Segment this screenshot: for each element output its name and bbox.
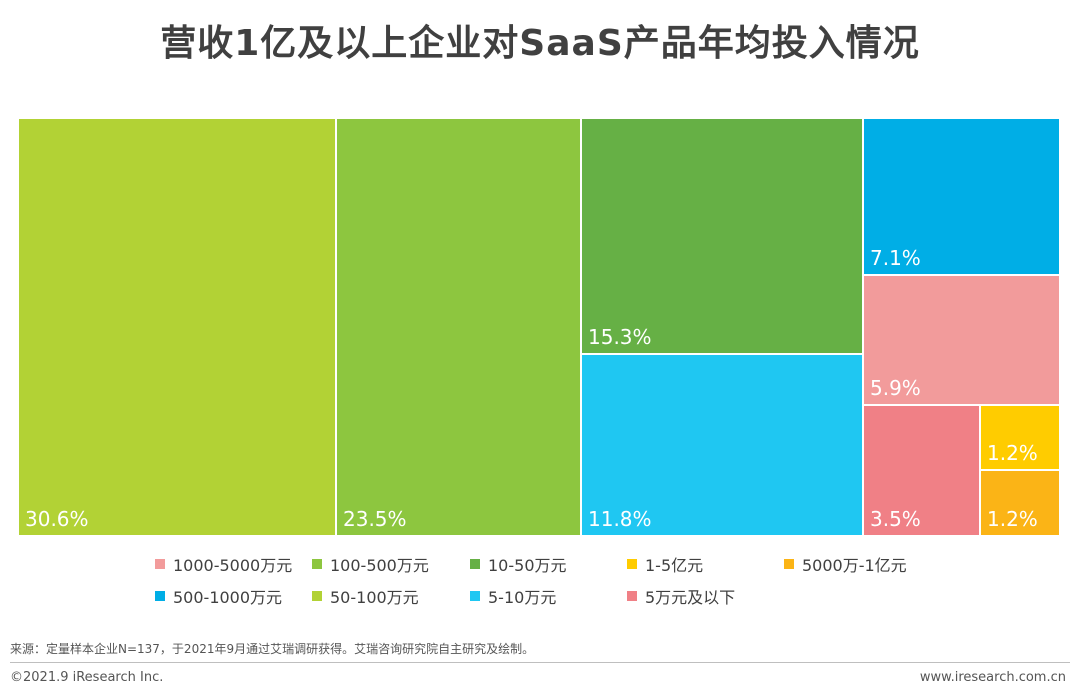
legend-item: 100-500万元: [312, 552, 429, 576]
legend-swatch: [784, 559, 794, 569]
tile-value-label: 1.2%: [987, 507, 1038, 531]
legend-item: 5000万-1亿元: [784, 552, 907, 576]
treemap-tile: 15.3%: [581, 118, 863, 354]
legend-label: 1-5亿元: [645, 556, 704, 575]
legend-swatch: [470, 591, 480, 601]
copyright-text: ©2021.9 iResearch Inc.: [10, 670, 164, 685]
tile-value-label: 5.9%: [870, 376, 921, 400]
footer-divider: [10, 662, 1070, 663]
legend-item: 5-10万元: [470, 584, 556, 608]
treemap-tile: 11.8%: [581, 354, 863, 536]
legend-item: 1-5亿元: [627, 552, 703, 576]
legend-item: 500-1000万元: [155, 584, 282, 608]
chart-title: 营收1亿及以上企业对SaaS产品年均投入情况: [160, 23, 920, 64]
tile-value-label: 23.5%: [343, 507, 407, 531]
tile-value-label: 3.5%: [870, 507, 921, 531]
treemap-tile: 23.5%: [336, 118, 581, 536]
legend-swatch: [155, 591, 165, 601]
legend-swatch: [627, 559, 637, 569]
chart-legend: 1000-5000万元 100-500万元 10-50万元 1-5亿元 5000万-1亿…: [0, 552, 1080, 612]
treemap-tile: 1.2%: [980, 405, 1060, 470]
legend-swatch: [312, 559, 322, 569]
legend-label: 10-50万元: [488, 556, 567, 575]
legend-swatch: [312, 591, 322, 601]
treemap-tile: 30.6%: [18, 118, 336, 536]
treemap-tile: 7.1%: [863, 118, 1060, 275]
legend-swatch: [627, 591, 637, 601]
legend-item: 1000-5000万元: [155, 552, 292, 576]
treemap-tile: 3.5%: [863, 405, 980, 536]
tile-value-label: 11.8%: [588, 507, 652, 531]
legend-item: 5万元及以下: [627, 584, 735, 608]
treemap-tile: 5.9%: [863, 275, 1060, 405]
legend-label: 50-100万元: [330, 588, 419, 607]
treemap-chart: 30.6% 23.5% 15.3% 11.8% 7.1% 5.9% 3.5% 1.2% 1.2%: [18, 118, 1060, 536]
legend-item: 50-100万元: [312, 584, 419, 608]
legend-label: 5万元及以下: [645, 588, 736, 607]
legend-swatch: [155, 559, 165, 569]
legend-label: 100-500万元: [330, 556, 429, 575]
legend-label: 5-10万元: [488, 588, 557, 607]
source-note: 来源：定量样本企业N=137，于2021年9月通过艾瑞调研获得。艾瑞咨询研究院自…: [10, 642, 535, 656]
tile-value-label: 7.1%: [870, 246, 921, 270]
tile-value-label: 30.6%: [25, 507, 89, 531]
tile-value-label: 1.2%: [987, 441, 1038, 465]
legend-swatch: [470, 559, 480, 569]
treemap-tile: 1.2%: [980, 470, 1060, 536]
tile-value-label: 15.3%: [588, 325, 652, 349]
legend-label: 500-1000万元: [173, 588, 283, 607]
legend-label: 5000万-1亿元: [802, 556, 907, 575]
legend-item: 10-50万元: [470, 552, 567, 576]
website-text: www.iresearch.com.cn: [919, 670, 1066, 685]
legend-label: 1000-5000万元: [173, 556, 293, 575]
